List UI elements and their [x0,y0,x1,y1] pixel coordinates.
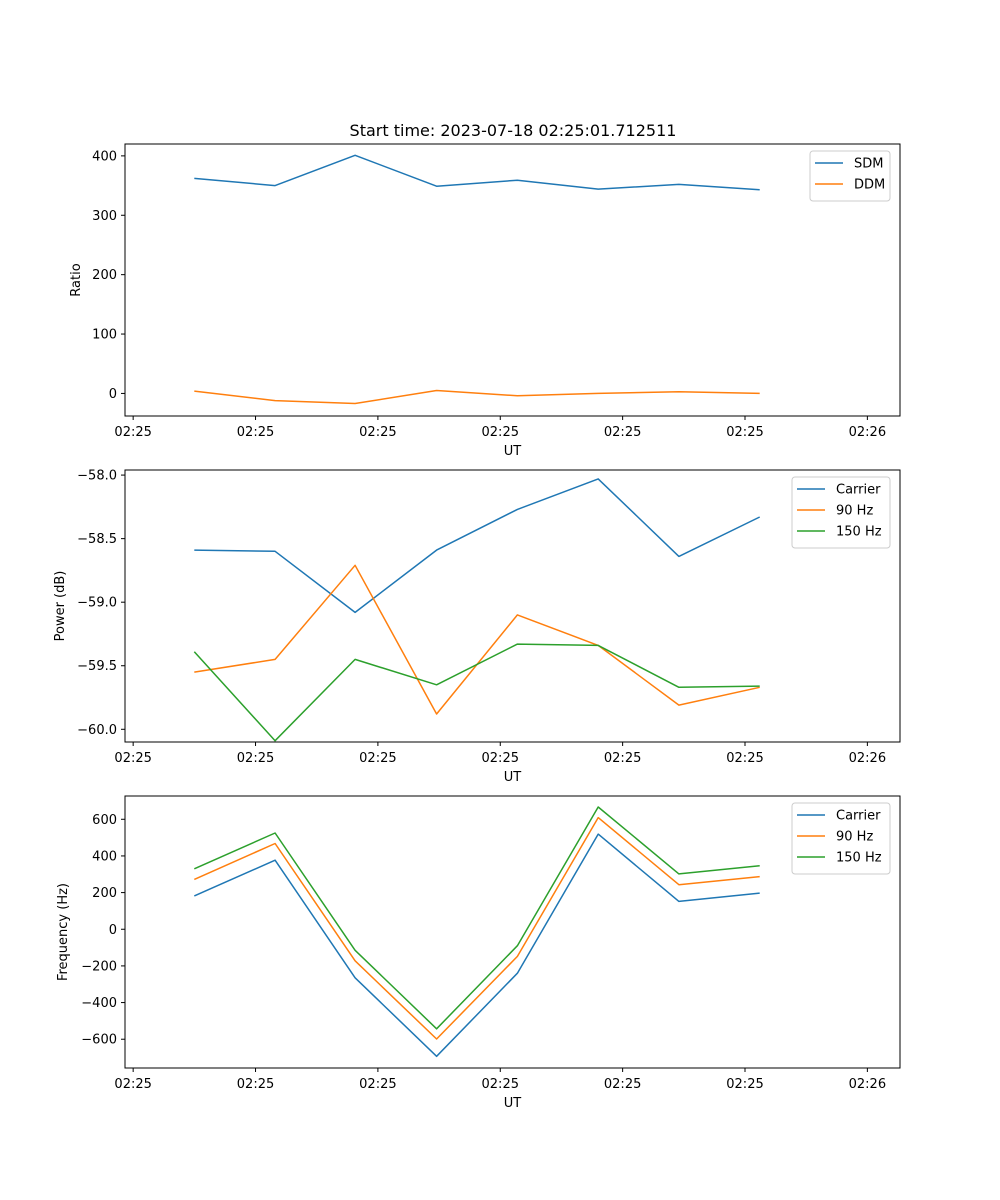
panel-2-legend-label-150-hz: 150 Hz [836,525,882,540]
panel-3-series-carrier [193,833,760,1058]
panel-1-legend: SDM DDM [809,150,891,202]
panel-3-x-axis-label: UT [504,1096,522,1111]
panel-2-y-tick-label: −59.0 [77,596,117,611]
panel-1-legend-label-ddm: DDM [854,178,885,193]
panel-2-y-tick-label: −58.5 [77,532,117,547]
panel-3-y-tick-label: 200 [92,886,117,901]
panel-3-y-axis-label: Frequency (Hz) [56,883,71,981]
panels: 02:25 02:25 02:25 02:25 02:25 02:25 02:26 0 100 2… [53,143,901,1111]
panel-3-series-150-hz [193,806,760,1030]
panel-3-y-tick-label: 600 [92,813,117,828]
panel-1-x-tick-label: 02:25 [359,425,396,440]
panel-3-legend: Carrier 90 Hz 150 Hz [791,802,891,875]
panel-1-x-tick-label: 02:25 [114,425,151,440]
panel-2-y-tick-label: −59.5 [77,659,117,674]
panel-2-x-tick-label: 02:25 [114,751,151,766]
panel-3-series-90-hz [193,816,760,1040]
panel-2-y-axis-label: Power (dB) [53,571,68,642]
panel-1-x-axis-label: UT [504,444,522,459]
panel-3-x-tick-label: 02:25 [237,1077,274,1092]
panel-2-x-tick-label: 02:25 [726,751,763,766]
panel-2-x-tick-label: 02:25 [482,751,519,766]
panel-3-x-tick-label: 02:25 [726,1077,763,1092]
panel-3-y-tick-label: 400 [92,849,117,864]
panel-2-legend-label-carrier: Carrier [836,483,881,498]
panel-2-x-axis-label: UT [504,770,522,785]
panel-2: 02:25 02:25 02:25 02:25 02:25 02:25 02:26 −58.0… [53,469,901,785]
panel-1-y-tick-label: 400 [92,149,117,164]
panel-1-series-ddm [194,389,760,405]
panel-3-x-tick-label: 02:25 [482,1077,519,1092]
panel-3-y-tick-label: 0 [109,923,117,938]
panel-1-x-tick-label: 02:25 [604,425,641,440]
panel-1-series-sdm [194,154,760,191]
panel-3-axes-frame [124,795,901,1069]
panel-3-y-tick-label: −400 [81,996,117,1011]
panel-2-legend-label-90-hz: 90 Hz [836,504,873,519]
panel-3-legend-label-150-hz: 150 Hz [836,851,882,866]
panel-2-series-150-hz [193,643,760,742]
panel-2-y-tick-label: −60.0 [77,723,117,738]
panel-1-x-tick-label: 02:25 [726,425,763,440]
panel-3-legend-label-90-hz: 90 Hz [836,830,873,845]
panel-1-y-tick-label: 300 [92,209,117,224]
panel-3-legend-label-carrier: Carrier [836,809,881,824]
panel-1-x-tick-label: 02:25 [482,425,519,440]
panel-3: 02:25 02:25 02:25 02:25 02:25 02:25 02:26 600 40… [56,795,901,1111]
panel-2-axes-frame [124,469,901,743]
panel-1-axes-frame [124,143,901,417]
panel-2-x-tick-label: 02:26 [849,751,886,766]
panel-3-y-tick-label: −200 [81,959,117,974]
figure-title: Start time: 2023-07-18 02:25:01.712511 [350,121,677,140]
panel-3-x-tick-label: 02:25 [114,1077,151,1092]
panel-2-y-tick-label: −58.0 [77,469,117,484]
panel-3-x-tick-label: 02:25 [359,1077,396,1092]
panel-2-series-90-hz [194,564,760,715]
panel-2-x-tick-label: 02:25 [359,751,396,766]
panel-2-x-tick-label: 02:25 [604,751,641,766]
panel-1-y-tick-label: 100 [92,328,117,343]
panel-3-y-tick-label: −600 [81,1033,117,1048]
panel-1-y-axis-label: Ratio [69,263,84,296]
panel-1-x-tick-label: 02:26 [849,425,886,440]
panel-1-legend-label-sdm: SDM [854,157,883,172]
panel-2-series-carrier [194,478,761,614]
panel-1: 02:25 02:25 02:25 02:25 02:25 02:25 02:26 0 100 2… [69,143,901,459]
panel-3-x-tick-label: 02:26 [849,1077,886,1092]
panel-1-y-tick-label: 0 [109,387,117,402]
panel-2-x-tick-label: 02:25 [237,751,274,766]
panel-1-x-tick-label: 02:25 [237,425,274,440]
panel-1-y-tick-label: 200 [92,268,117,283]
panel-3-x-tick-label: 02:25 [604,1077,641,1092]
panel-2-legend: Carrier 90 Hz 150 Hz [791,476,891,549]
